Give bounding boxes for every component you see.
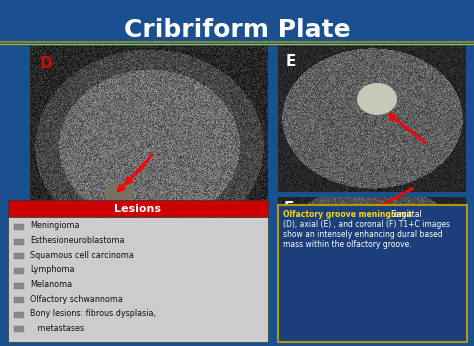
Text: Olfactory schwannoma: Olfactory schwannoma bbox=[30, 295, 123, 304]
Ellipse shape bbox=[348, 205, 386, 233]
Text: Melanoma: Melanoma bbox=[30, 280, 72, 289]
Ellipse shape bbox=[105, 182, 133, 204]
Text: Cribriform Plate: Cribriform Plate bbox=[124, 18, 350, 42]
Bar bbox=[14, 282, 24, 289]
Ellipse shape bbox=[357, 83, 397, 115]
Bar bbox=[14, 268, 24, 274]
Text: Olfactory groove meningioma: Olfactory groove meningioma bbox=[283, 210, 412, 219]
Bar bbox=[8, 217, 268, 342]
Bar bbox=[14, 224, 24, 230]
Bar bbox=[14, 239, 24, 245]
Text: : Sagittal: : Sagittal bbox=[387, 210, 422, 219]
Text: Bony lesions: fibrous dysplasia,: Bony lesions: fibrous dysplasia, bbox=[30, 309, 156, 318]
FancyBboxPatch shape bbox=[278, 205, 467, 342]
Text: D: D bbox=[40, 56, 53, 71]
Bar bbox=[14, 312, 24, 318]
Bar bbox=[14, 297, 24, 303]
Bar bbox=[8, 200, 268, 217]
Text: Lesions: Lesions bbox=[115, 203, 162, 213]
Text: Meningioma: Meningioma bbox=[30, 221, 80, 230]
Text: Squamous cell carcinoma: Squamous cell carcinoma bbox=[30, 251, 134, 260]
Text: mass within the olfactory groove.: mass within the olfactory groove. bbox=[283, 240, 411, 249]
Bar bbox=[14, 326, 24, 333]
Text: F: F bbox=[284, 201, 294, 216]
Text: metastases: metastases bbox=[30, 324, 84, 333]
Text: Esthesioneuroblastoma: Esthesioneuroblastoma bbox=[30, 236, 125, 245]
Bar bbox=[14, 253, 24, 259]
Text: E: E bbox=[286, 54, 296, 69]
Text: Lymphoma: Lymphoma bbox=[30, 265, 74, 274]
Text: (D), axial (E) , and coronal (F) T1+C images: (D), axial (E) , and coronal (F) T1+C im… bbox=[283, 220, 450, 229]
Text: show an intensely enhancing dural based: show an intensely enhancing dural based bbox=[283, 230, 443, 239]
